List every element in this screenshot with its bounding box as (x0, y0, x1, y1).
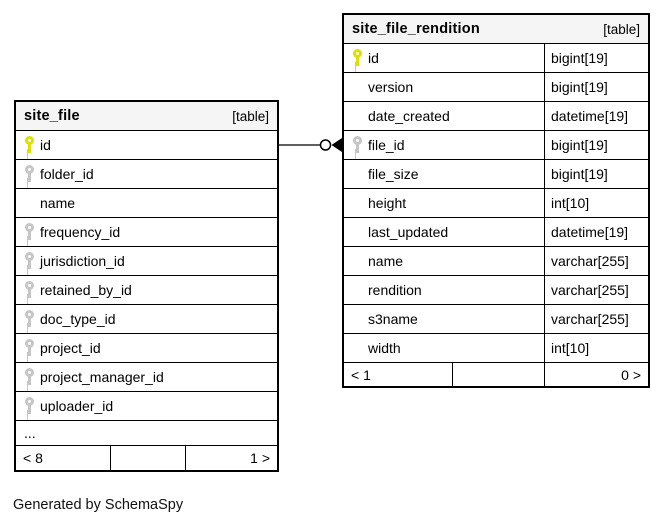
column-type: bigint[19] (544, 131, 648, 159)
table-row: date_created datetime[19] (344, 102, 648, 131)
foreign-key-icon (24, 281, 34, 299)
column-name: retained_by_id (40, 282, 132, 298)
table-row: s3name varchar[255] (344, 305, 648, 334)
table-row: file_size bigint[19] (344, 160, 648, 189)
column-type: bigint[19] (544, 160, 648, 188)
table-site-file: site_file [table] id folder_id name freq… (14, 100, 279, 472)
foreign-key-icon (24, 397, 34, 415)
column-name: id (368, 50, 379, 66)
footer-middle-cell (453, 363, 545, 387)
table-header[interactable]: site_file_rendition [table] (344, 15, 648, 44)
table-row: retained_by_id (16, 276, 277, 305)
foreign-key-icon (24, 165, 34, 183)
column-type: datetime[19] (544, 218, 648, 246)
table-title[interactable]: site_file_rendition (352, 21, 480, 37)
table-site-file-rendition: site_file_rendition [table] id bigint[19… (342, 13, 650, 388)
column-name: project_manager_id (40, 369, 164, 385)
column-name: project_id (40, 340, 101, 356)
table-row: jurisdiction_id (16, 247, 277, 276)
column-name: height (368, 195, 407, 211)
column-type: int[10] (544, 189, 648, 217)
column-name: rendition (368, 282, 422, 298)
relationship-crowfoot-marker (331, 138, 342, 152)
column-name: jurisdiction_id (40, 253, 125, 269)
column-name: version (368, 79, 414, 95)
table-row: height int[10] (344, 189, 648, 218)
column-name: doc_type_id (40, 311, 116, 327)
column-name: last_updated (368, 224, 449, 240)
table-title[interactable]: site_file (24, 108, 80, 124)
table-row: frequency_id (16, 218, 277, 247)
table-row: uploader_id (16, 392, 277, 421)
table-row: last_updated datetime[19] (344, 218, 648, 247)
table-footer: < 8 1 > (16, 446, 277, 470)
foreign-key-icon (352, 136, 362, 154)
footer-middle-cell (111, 446, 186, 470)
column-type: datetime[19] (544, 102, 648, 130)
table-row: file_id bigint[19] (344, 131, 648, 160)
footer-parents-count: < 1 (344, 363, 453, 387)
table-row: id (16, 131, 277, 160)
column-name: frequency_id (40, 224, 121, 240)
column-type: varchar[255] (544, 305, 648, 333)
column-name: id (40, 137, 51, 153)
foreign-key-icon (24, 223, 34, 241)
footer-children-count: 0 > (621, 367, 641, 383)
table-row: version bigint[19] (344, 73, 648, 102)
table-row: project_id (16, 334, 277, 363)
table-row: folder_id (16, 160, 277, 189)
foreign-key-icon (24, 252, 34, 270)
column-name: uploader_id (40, 398, 114, 414)
column-name: folder_id (40, 166, 94, 182)
column-type: bigint[19] (544, 44, 648, 72)
column-name: file_size (368, 166, 419, 182)
primary-key-icon (24, 136, 34, 154)
column-name: s3name (368, 311, 418, 327)
column-name: date_created (368, 108, 450, 124)
table-type-badge: [table] (232, 108, 269, 124)
table-header[interactable]: site_file [table] (16, 102, 277, 131)
column-name: file_id (368, 137, 405, 153)
table-footer: < 1 0 > (344, 363, 648, 387)
foreign-key-icon (24, 310, 34, 328)
column-type: varchar[255] (544, 247, 648, 275)
more-columns-row: ... (16, 421, 277, 446)
relationship-circle-marker (319, 139, 332, 151)
footer-children-count: 1 > (250, 450, 270, 466)
table-type-badge: [table] (603, 21, 640, 37)
table-row: name varchar[255] (344, 247, 648, 276)
table-row: id bigint[19] (344, 44, 648, 73)
column-name: name (368, 253, 404, 269)
column-type: bigint[19] (544, 73, 648, 101)
primary-key-icon (352, 49, 362, 67)
column-name: name (40, 195, 76, 211)
column-type: varchar[255] (544, 276, 648, 304)
table-row: doc_type_id (16, 305, 277, 334)
column-name: width (368, 340, 401, 356)
table-row: project_manager_id (16, 363, 277, 392)
table-row: rendition varchar[255] (344, 276, 648, 305)
foreign-key-icon (24, 339, 34, 357)
ellipsis-label: ... (24, 425, 36, 441)
foreign-key-icon (24, 368, 34, 386)
table-row: width int[10] (344, 334, 648, 363)
footer-parents-count: < 8 (16, 446, 111, 470)
table-row: name (16, 189, 277, 218)
column-type: int[10] (544, 334, 648, 362)
schemaspy-credit: Generated by SchemaSpy (13, 497, 184, 513)
